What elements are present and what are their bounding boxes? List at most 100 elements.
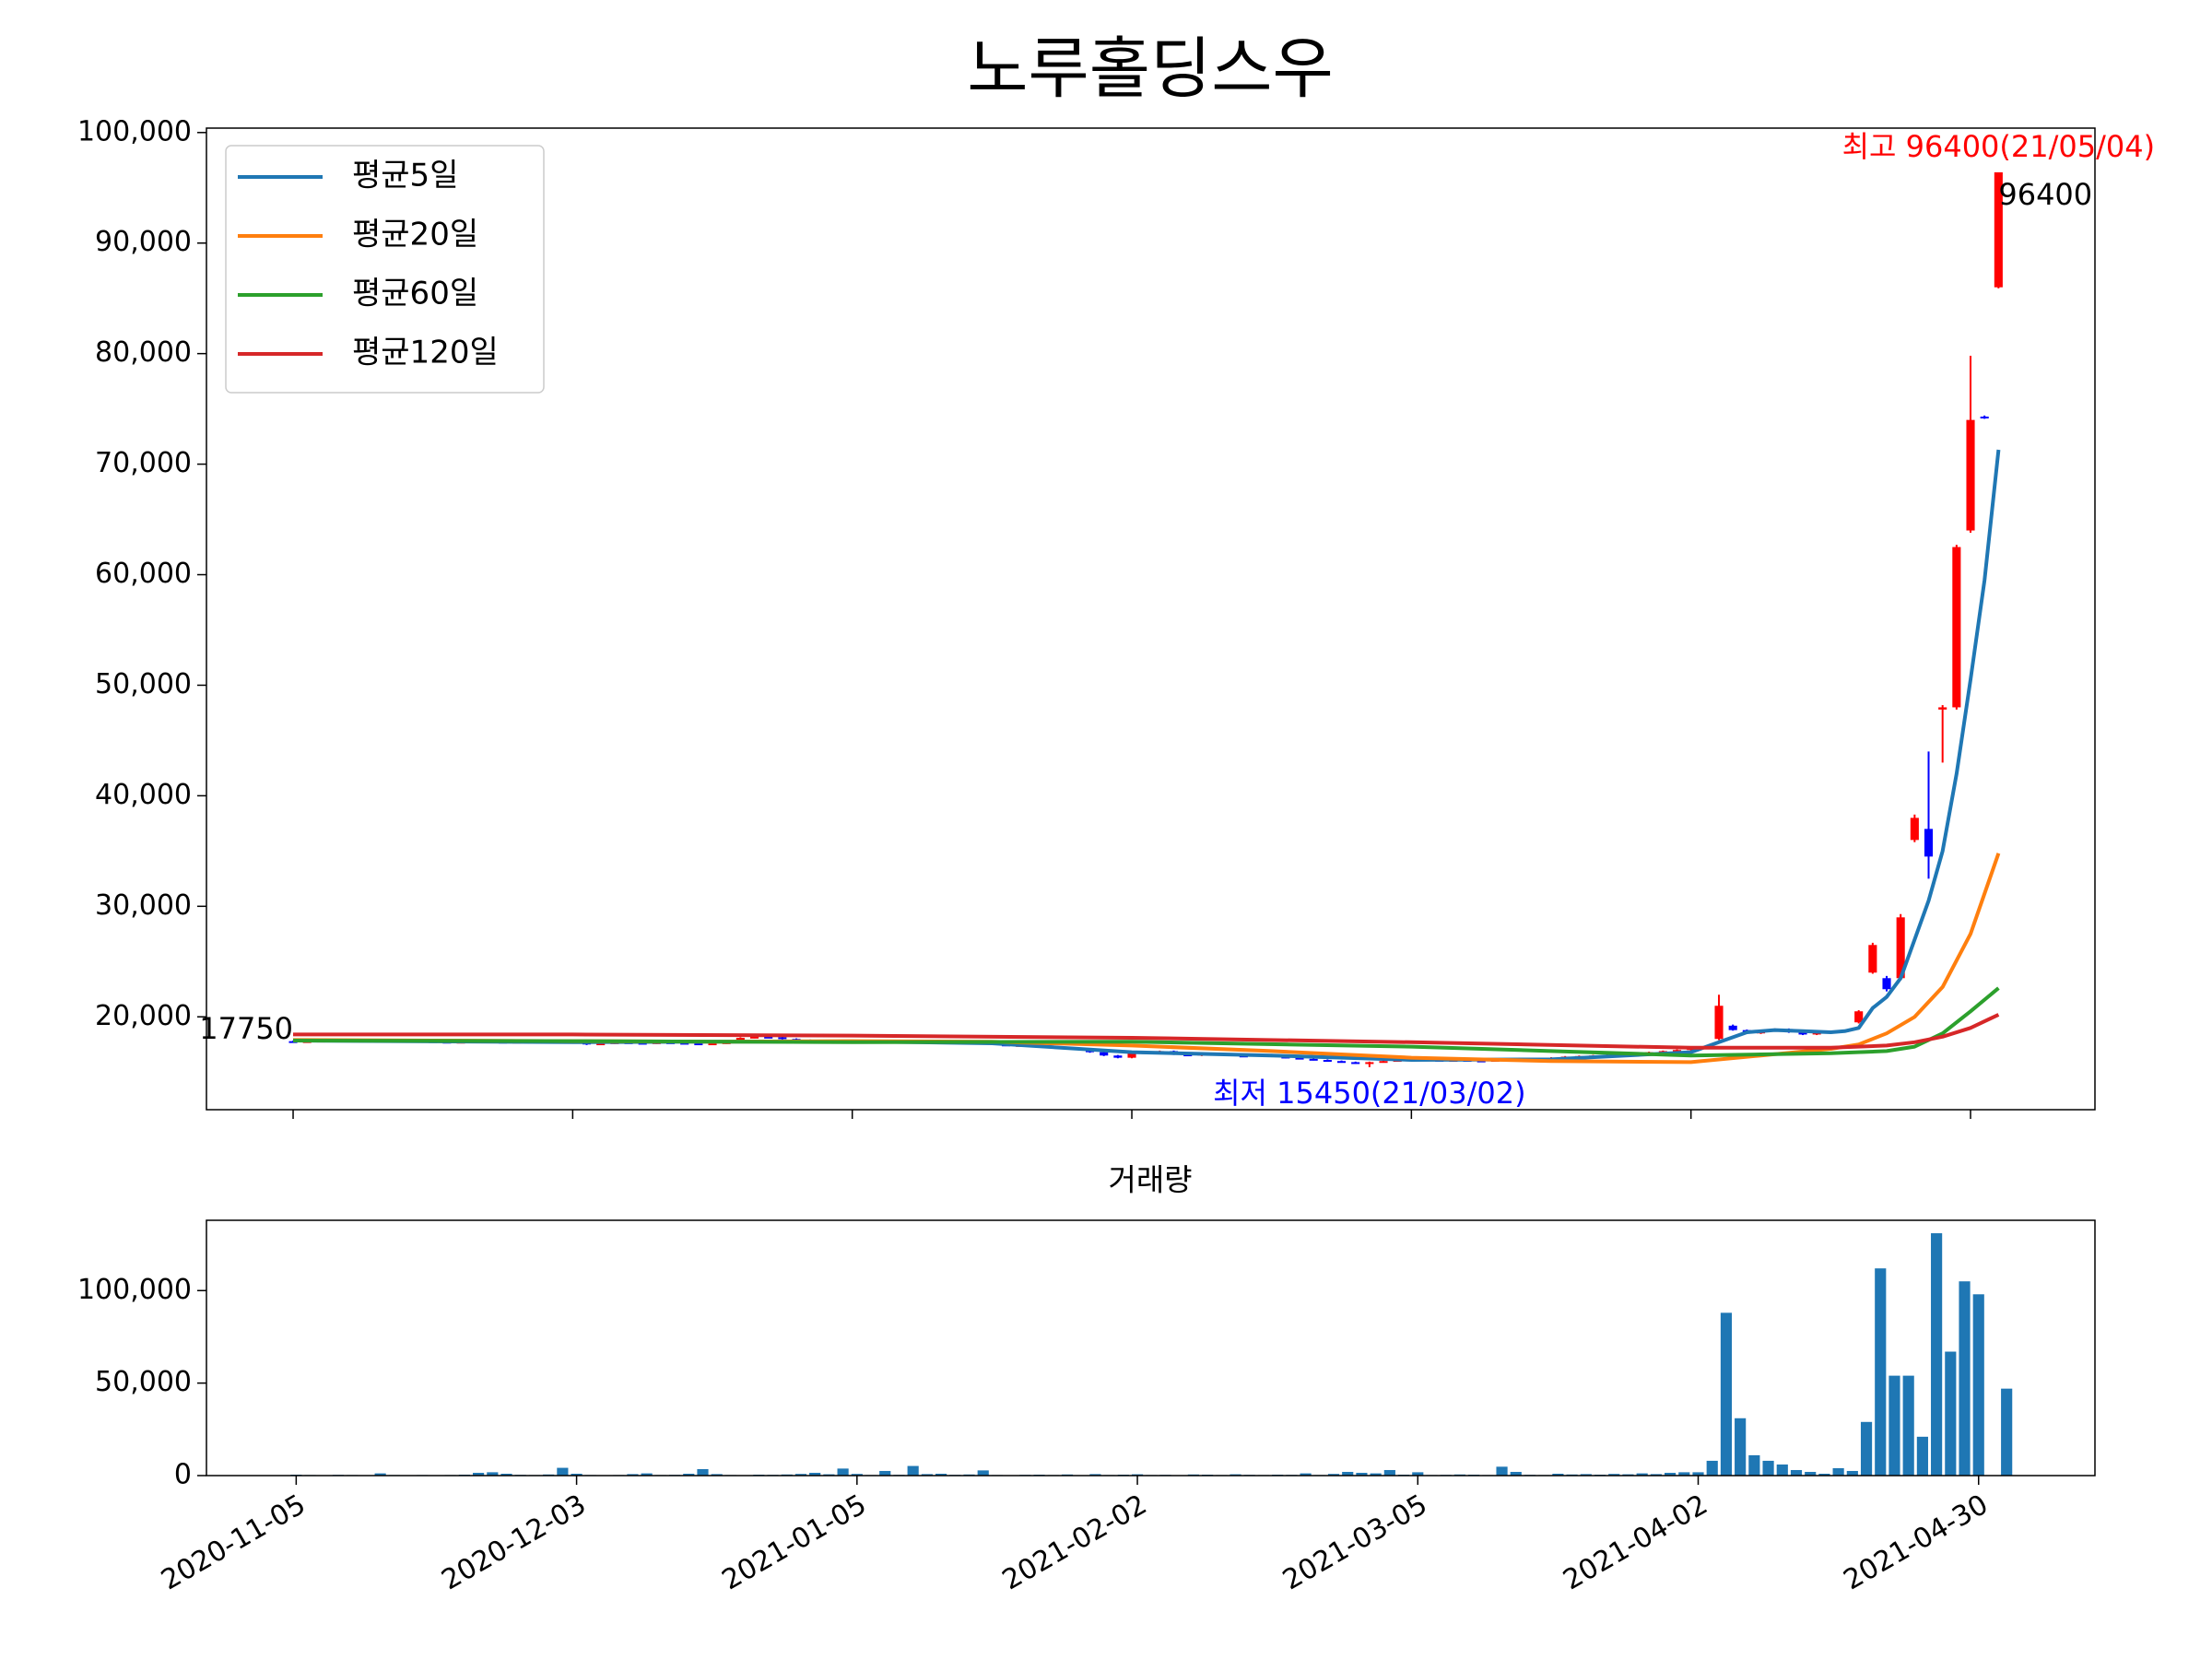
bar: [697, 1468, 709, 1476]
annotation: 최고 96400(21/05/04): [1842, 129, 2156, 164]
bar: [1860, 1421, 1873, 1476]
candle-body: [749, 1036, 759, 1039]
bar: [1790, 1469, 1803, 1476]
bar: [1370, 1473, 1382, 1476]
bar: [711, 1474, 723, 1476]
bar: [641, 1473, 653, 1476]
bar: [1832, 1467, 1844, 1476]
bar: [487, 1472, 499, 1476]
candle-body: [1100, 1052, 1109, 1056]
bar: [1972, 1294, 1984, 1476]
bar: [1665, 1472, 1677, 1476]
bar: [1818, 1473, 1830, 1476]
candle-body: [1351, 1062, 1360, 1065]
candle-body: [1309, 1058, 1318, 1061]
bar: [837, 1468, 849, 1476]
candle-body: [680, 1042, 689, 1045]
bar: [1805, 1471, 1817, 1476]
bar: [1650, 1474, 1662, 1476]
candle-body: [1980, 417, 1989, 419]
bar: [1342, 1471, 1354, 1476]
candle-body: [1896, 917, 1905, 979]
bar: [1931, 1233, 1943, 1476]
y-tick-label: 50,000: [95, 668, 192, 700]
bar: [374, 1473, 386, 1476]
y-tick-label: 0: [174, 1459, 192, 1491]
candle-body: [1938, 707, 1947, 710]
bar: [1608, 1474, 1620, 1476]
candle-body: [1323, 1060, 1332, 1063]
bar: [473, 1472, 485, 1476]
candle-body: [778, 1037, 787, 1040]
bar: [879, 1470, 891, 1476]
legend-label: 평균60일: [352, 276, 478, 312]
candle-body: [1295, 1057, 1304, 1060]
bar: [500, 1473, 512, 1476]
bar: [1748, 1454, 1760, 1476]
candle-body: [1113, 1055, 1123, 1058]
ma-line: [292, 986, 2000, 1058]
bar: [1762, 1460, 1774, 1476]
candle-body: [1952, 547, 1961, 708]
bar: [809, 1472, 821, 1476]
candle-body: [764, 1036, 773, 1039]
annotation: 17750: [199, 1011, 293, 1046]
y-tick-label: 70,000: [95, 447, 192, 479]
y-tick-label: 50,000: [95, 1366, 192, 1398]
legend-label: 평균120일: [352, 335, 499, 371]
bar: [1916, 1436, 1928, 1476]
candle-body: [1994, 171, 2003, 288]
y-tick-label: 90,000: [95, 226, 192, 258]
y-tick-label: 20,000: [95, 1000, 192, 1032]
bar: [1706, 1460, 1718, 1476]
bar: [1735, 1418, 1747, 1476]
annotation: 96400: [1998, 177, 2092, 212]
bar: [1383, 1469, 1395, 1476]
bar: [1776, 1464, 1788, 1476]
bar: [1327, 1474, 1340, 1476]
candle-body: [1798, 1032, 1807, 1035]
axes-frame: [206, 127, 2096, 1111]
candle-body: [1910, 818, 1919, 841]
y-tick-label: 60,000: [95, 558, 192, 590]
candle-body: [1854, 1011, 1864, 1023]
bar: [1300, 1473, 1312, 1476]
bar: [1580, 1474, 1592, 1476]
candle-body: [1924, 829, 1934, 857]
bar: [1846, 1470, 1858, 1476]
bar: [1945, 1351, 1957, 1476]
annotation: 최저 15450(21/03/02): [1213, 1076, 1526, 1111]
bar: [1356, 1472, 1368, 1476]
legend-label: 평균5일: [352, 158, 458, 194]
candle-body: [1379, 1061, 1388, 1064]
candle-body: [1336, 1061, 1347, 1064]
candle-body: [1966, 419, 1975, 531]
candle-body: [1672, 1050, 1682, 1053]
candle-body: [708, 1043, 717, 1046]
volume-title: 거래량: [1108, 1162, 1192, 1198]
bar: [794, 1474, 807, 1476]
candle-body: [694, 1043, 703, 1046]
bar: [1888, 1375, 1900, 1476]
candle-body: [1714, 1006, 1724, 1040]
legend-box: [225, 145, 545, 394]
bar: [557, 1467, 569, 1476]
bar: [1552, 1473, 1564, 1476]
bar: [683, 1473, 695, 1476]
bar: [1902, 1375, 1914, 1476]
bar: [2001, 1388, 2013, 1476]
bar: [907, 1465, 919, 1476]
bar: [571, 1473, 582, 1476]
candle-body: [1127, 1053, 1136, 1058]
legend-label: 평균20일: [352, 217, 478, 253]
candle-body: [1868, 945, 1877, 973]
bar: [1089, 1474, 1101, 1476]
ma-line: [293, 1013, 2000, 1050]
y-tick-label: 40,000: [95, 779, 192, 811]
bar: [1959, 1281, 1971, 1476]
y-tick-label: 30,000: [95, 889, 192, 922]
bar: [1496, 1466, 1508, 1476]
bar: [1875, 1268, 1887, 1476]
bar: [1678, 1472, 1690, 1476]
